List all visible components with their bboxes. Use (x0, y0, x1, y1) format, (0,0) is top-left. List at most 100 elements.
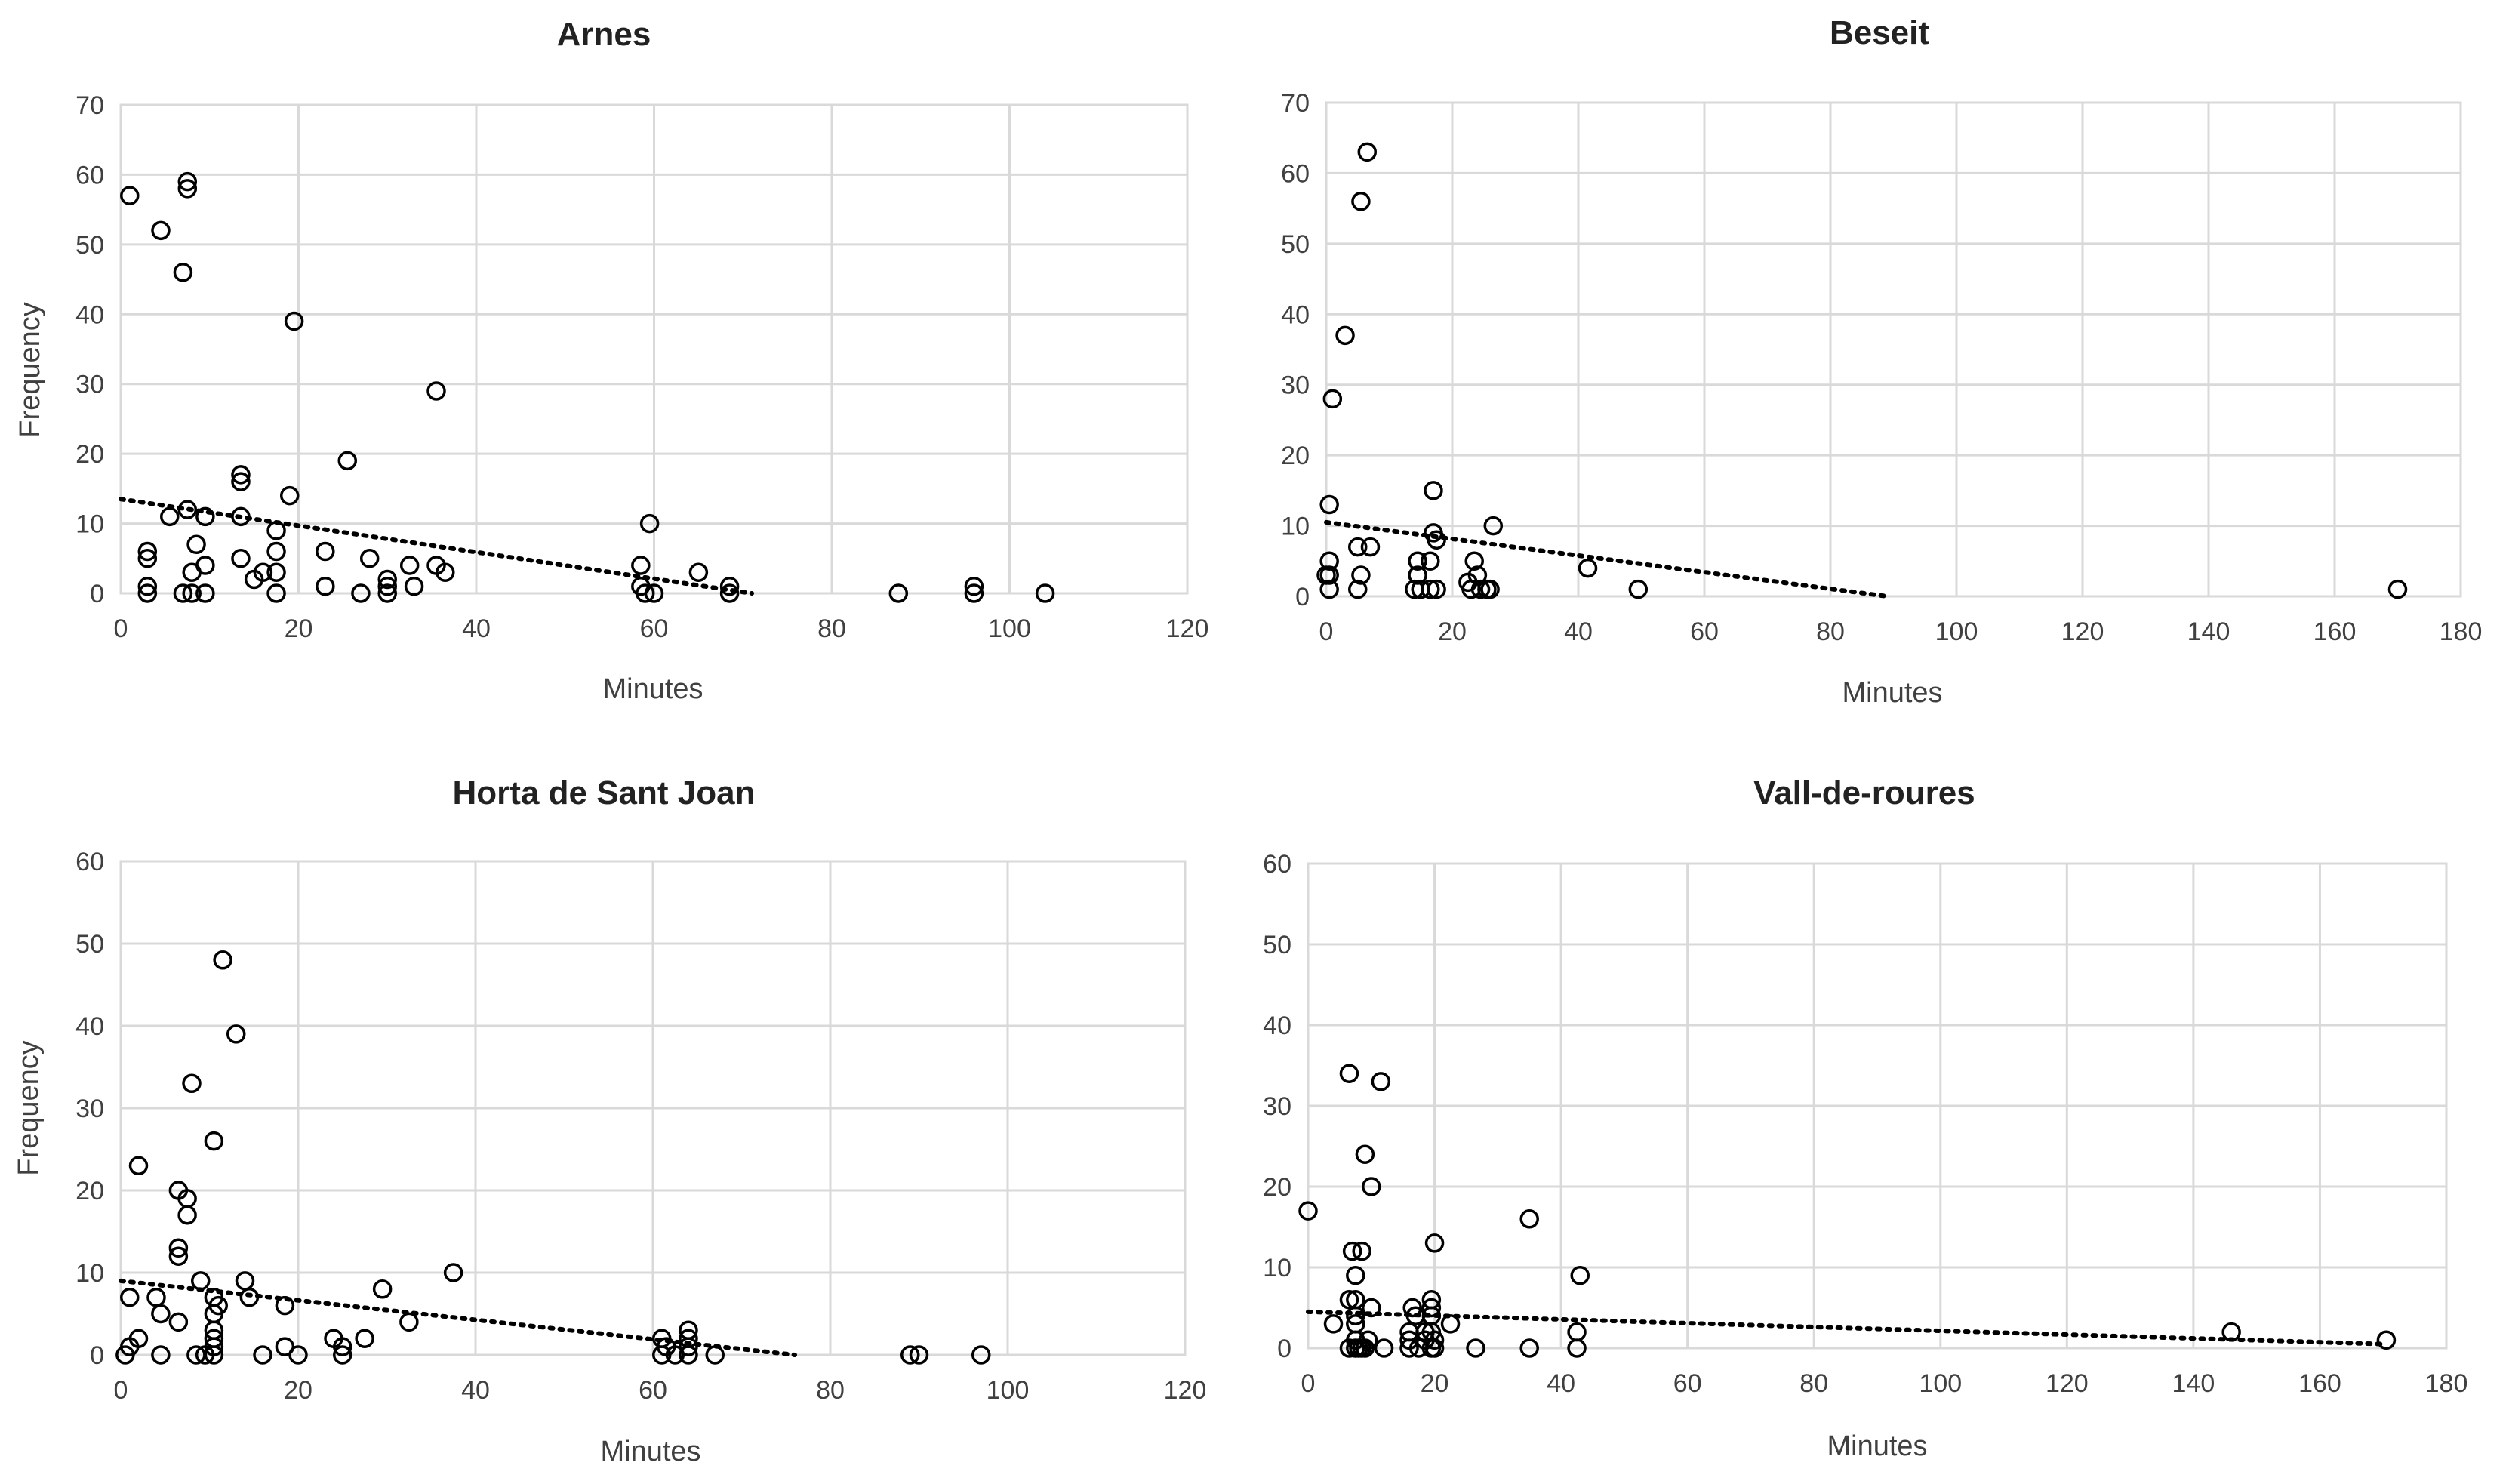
data-point (182, 1073, 202, 1094)
x-tick-label: 160 (2314, 617, 2357, 646)
y-tick-label: 50 (1263, 931, 1291, 959)
x-tick-label: 0 (114, 1376, 128, 1405)
data-point (333, 1345, 352, 1365)
chart-panel-beseit: Beseit 0 10 20 30 40 50 60 70 0 20 40 60 80 100 120 140… (1281, 14, 2482, 709)
data-point (1427, 579, 1446, 599)
data-point (177, 179, 198, 199)
data-point (372, 1279, 393, 1299)
data-point (168, 1312, 189, 1332)
data-point (226, 1024, 246, 1044)
x-tick-label: 0 (1319, 617, 1334, 646)
x-tick-label: 180 (2440, 617, 2483, 646)
data-point (1570, 1265, 1590, 1285)
data-point (1357, 142, 1378, 162)
data-point (1362, 1298, 1381, 1318)
x-tick-label: 120 (2061, 617, 2104, 646)
data-point (253, 1345, 272, 1365)
data-point (137, 549, 158, 568)
data-point (253, 562, 273, 583)
data-point (266, 541, 286, 562)
data-point (1408, 551, 1427, 571)
data-point (436, 562, 455, 583)
data-point (1371, 1072, 1391, 1091)
y-tick-label: 0 (1295, 583, 1310, 611)
data-point (137, 541, 158, 562)
data-point (679, 1337, 698, 1356)
data-point (151, 1345, 171, 1365)
data-point (1348, 579, 1368, 599)
data-point (146, 1287, 166, 1307)
data-point (679, 1345, 698, 1365)
data-point (195, 506, 215, 527)
data-point (1424, 1233, 1445, 1253)
x-axis-label: Minutes (1842, 677, 1942, 709)
data-point (1339, 1064, 1359, 1083)
x-tick-label: 160 (2298, 1369, 2341, 1398)
data-point (900, 1345, 920, 1365)
data-point (964, 583, 984, 603)
y-tick-label: 50 (75, 231, 104, 260)
data-point (399, 1312, 419, 1332)
x-tick-label: 0 (1301, 1369, 1316, 1398)
data-point (1339, 1290, 1359, 1310)
data-point (120, 186, 140, 205)
y-tick-label: 0 (1277, 1335, 1291, 1363)
data-point (1483, 516, 1504, 536)
data-point (266, 583, 286, 603)
y-axis-label: Frequency (13, 1040, 45, 1176)
x-tick-label: 20 (1421, 1369, 1449, 1398)
data-point (1298, 1201, 1318, 1221)
data-point (351, 583, 371, 603)
data-point (1519, 1209, 1539, 1229)
data-point (275, 1295, 295, 1316)
data-point (182, 562, 202, 583)
y-tick-label: 10 (1263, 1254, 1291, 1282)
data-point (231, 472, 251, 491)
data-point (888, 583, 909, 603)
x-tick-label: 60 (640, 614, 669, 643)
data-point (266, 562, 286, 583)
x-tick-label: 40 (461, 1376, 490, 1405)
data-point (705, 1345, 725, 1365)
x-tick-label: 20 (285, 614, 313, 643)
data-point (1424, 481, 1443, 500)
y-tick-label: 60 (1263, 850, 1291, 879)
data-point (151, 1304, 171, 1324)
data-point (266, 521, 286, 540)
y-tick-label: 60 (1281, 159, 1310, 188)
data-point (1319, 565, 1339, 585)
data-point (1466, 1338, 1485, 1358)
data-point (235, 1271, 255, 1291)
y-tick-label: 50 (75, 930, 104, 959)
y-tick-label: 20 (1263, 1173, 1291, 1202)
data-point (377, 569, 397, 590)
x-axis-label: Minutes (1827, 1430, 1927, 1462)
y-tick-label: 30 (75, 371, 104, 399)
data-point (231, 549, 251, 568)
data-point (688, 562, 709, 583)
y-tick-label: 40 (75, 1012, 104, 1041)
y-tick-label: 0 (90, 580, 104, 608)
data-point (1464, 551, 1484, 571)
data-point (719, 583, 740, 603)
data-point (279, 485, 300, 506)
data-point (355, 1329, 374, 1348)
data-point (120, 1287, 140, 1307)
data-point (909, 1345, 929, 1365)
x-tick-label: 60 (1673, 1369, 1702, 1398)
data-point (1346, 1306, 1365, 1325)
x-tick-label: 100 (988, 614, 1031, 643)
data-point (151, 220, 171, 241)
data-point (1335, 325, 1355, 346)
data-point (1374, 1338, 1394, 1358)
data-point (1421, 551, 1440, 571)
plot-frame (1307, 862, 2448, 1350)
data-point (1342, 1241, 1362, 1261)
data-point (652, 1345, 672, 1365)
y-tick-label: 60 (75, 848, 104, 876)
data-point (1355, 1144, 1375, 1164)
y-tick-label: 30 (1263, 1092, 1291, 1121)
data-point (1424, 1338, 1445, 1358)
data-point (316, 577, 335, 596)
data-point (1351, 565, 1371, 585)
